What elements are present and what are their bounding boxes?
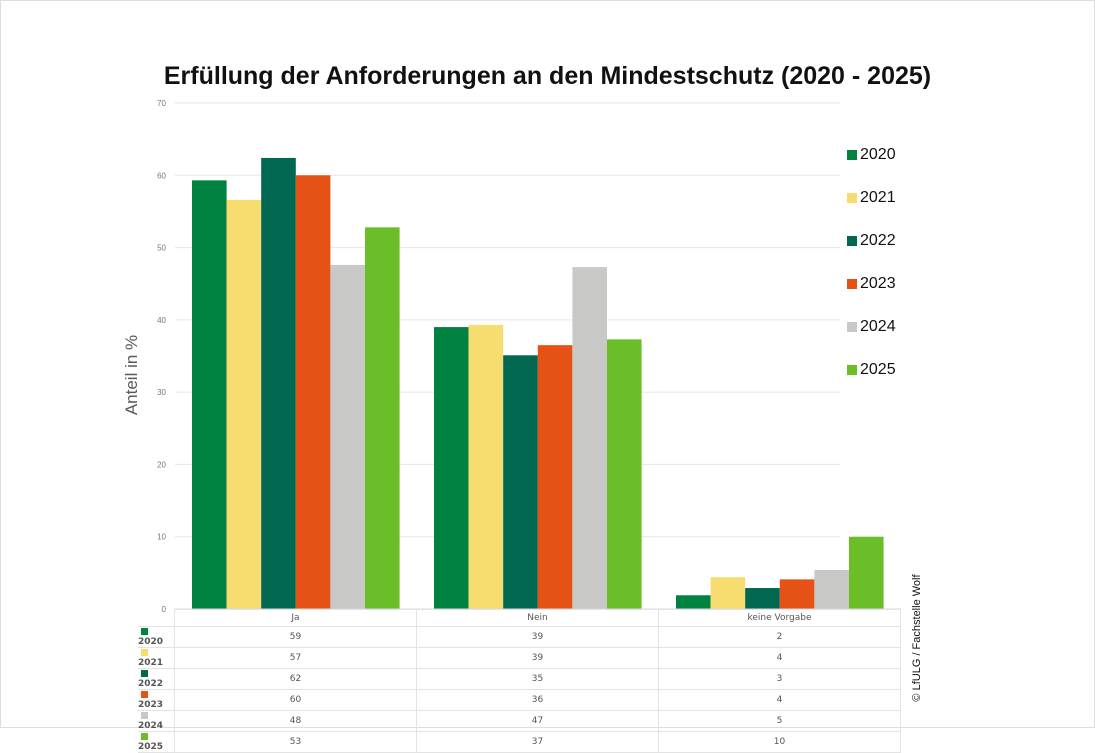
legend-label: 2022 bbox=[860, 232, 896, 249]
table-corner bbox=[138, 610, 175, 627]
table-row-header: 2021 bbox=[138, 647, 175, 669]
table-cell: 35 bbox=[416, 668, 659, 690]
table-cell: 47 bbox=[416, 710, 659, 732]
table-cell: 36 bbox=[416, 689, 659, 711]
legend-key-swatch bbox=[141, 691, 148, 698]
series-name: 2020 bbox=[138, 637, 164, 647]
bar-2023-2 bbox=[779, 579, 815, 609]
table-cell: 62 bbox=[174, 668, 417, 690]
data-table: Ja Nein keine Vorgabe 2020 59 39 2 2021 57 39 4 202… bbox=[138, 609, 901, 753]
bar-2024-0 bbox=[330, 264, 365, 609]
x-tick-label: Ja bbox=[174, 609, 417, 627]
table-row: 2022 62 35 3 bbox=[138, 668, 901, 690]
legend-swatch bbox=[847, 193, 857, 203]
y-tick-label: 70 bbox=[157, 99, 166, 108]
y-tick-label: 20 bbox=[157, 460, 166, 469]
table-row: 2021 57 39 4 bbox=[138, 647, 901, 669]
legend-key-swatch bbox=[141, 628, 148, 635]
table-cell: 53 bbox=[174, 731, 417, 753]
legend-key-swatch bbox=[141, 649, 148, 656]
legend-swatch bbox=[847, 322, 857, 332]
table-row-header: 2020 bbox=[138, 626, 175, 648]
bar-2022-2 bbox=[745, 588, 780, 609]
table-cell: 4 bbox=[658, 689, 901, 711]
legend-key-swatch bbox=[141, 670, 148, 677]
series-name: 2022 bbox=[138, 679, 164, 689]
bar-2025-0 bbox=[365, 227, 400, 609]
bar-2025-2 bbox=[849, 536, 884, 609]
legend-item-2025: 2025 bbox=[847, 360, 896, 380]
bar-2022-1 bbox=[503, 355, 538, 609]
x-tick-label: Nein bbox=[416, 609, 659, 627]
legend-label: 2021 bbox=[860, 189, 896, 206]
x-tick-label: keine Vorgabe bbox=[658, 609, 901, 627]
table-cell: 39 bbox=[416, 626, 659, 648]
series-name: 2025 bbox=[138, 742, 164, 752]
series-name: 2024 bbox=[138, 721, 164, 731]
table-row-header: 2024 bbox=[138, 710, 175, 732]
legend-item-2023: 2023 bbox=[847, 274, 896, 294]
bar-2021-1 bbox=[468, 324, 504, 609]
bar-2023-1 bbox=[537, 345, 573, 609]
bar-2020-0 bbox=[192, 180, 227, 610]
series-name: 2023 bbox=[138, 700, 164, 710]
y-tick-label: 60 bbox=[157, 171, 166, 180]
y-tick-label: 0 bbox=[162, 605, 167, 614]
legend-swatch bbox=[847, 279, 857, 289]
legend-item-2022: 2022 bbox=[847, 231, 896, 251]
bar-2020-2 bbox=[676, 595, 711, 609]
series-name: 2021 bbox=[138, 658, 164, 668]
bar-2020-1 bbox=[434, 327, 469, 609]
bar-2021-0 bbox=[226, 199, 262, 609]
chart-title: Erfüllung der Anforderungen an den Minde… bbox=[163, 62, 932, 90]
legend-label: 2025 bbox=[860, 361, 896, 378]
table-cell: 39 bbox=[416, 647, 659, 669]
bar-2023-0 bbox=[295, 175, 331, 610]
table-cell: 37 bbox=[416, 731, 659, 753]
table-cell: 4 bbox=[658, 647, 901, 669]
legend-swatch bbox=[847, 236, 857, 246]
table-row-header: 2022 bbox=[138, 668, 175, 690]
legend-item-2020: 2020 bbox=[847, 145, 896, 165]
y-tick-label: 50 bbox=[157, 244, 166, 253]
bar-2022-0 bbox=[261, 157, 296, 610]
y-tick-label: 40 bbox=[157, 316, 166, 325]
legend-label: 2020 bbox=[860, 146, 896, 163]
table-cell: 3 bbox=[658, 668, 901, 690]
plot-area: 0 10 20 30 40 50 60 70 bbox=[157, 99, 901, 614]
y-tick-label: 30 bbox=[157, 388, 166, 397]
legend-key-swatch bbox=[141, 733, 148, 740]
bar-2025-1 bbox=[607, 339, 642, 609]
bar-2024-2 bbox=[814, 569, 849, 609]
table-row-header: 2023 bbox=[138, 689, 175, 711]
table-row: 2020 59 39 2 bbox=[138, 626, 901, 648]
y-tick-label: 10 bbox=[157, 533, 166, 542]
legend-swatch bbox=[847, 150, 857, 160]
table-cell: 59 bbox=[174, 626, 417, 648]
table-cell: 5 bbox=[658, 710, 901, 732]
table-cell: 57 bbox=[174, 647, 417, 669]
legend-key-swatch bbox=[141, 712, 148, 719]
legend-item-2024: 2024 bbox=[847, 317, 896, 337]
bar-2024-1 bbox=[572, 267, 607, 609]
legend-item-2021: 2021 bbox=[847, 188, 896, 208]
table-cell: 48 bbox=[174, 710, 417, 732]
table-row-header: 2025 bbox=[138, 731, 175, 753]
legend-label: 2023 bbox=[860, 275, 896, 292]
table-cell: 10 bbox=[658, 731, 901, 753]
table-row: 2025 53 37 10 bbox=[138, 731, 901, 753]
legend-swatch bbox=[847, 365, 857, 375]
legend-label: 2024 bbox=[860, 318, 896, 335]
table-header-row: Ja Nein keine Vorgabe bbox=[138, 609, 901, 627]
table-cell: 2 bbox=[658, 626, 901, 648]
table-cell: 60 bbox=[174, 689, 417, 711]
table-row: 2024 48 47 5 bbox=[138, 710, 901, 732]
bar-2021-2 bbox=[710, 577, 746, 609]
table-row: 2023 60 36 4 bbox=[138, 689, 901, 711]
